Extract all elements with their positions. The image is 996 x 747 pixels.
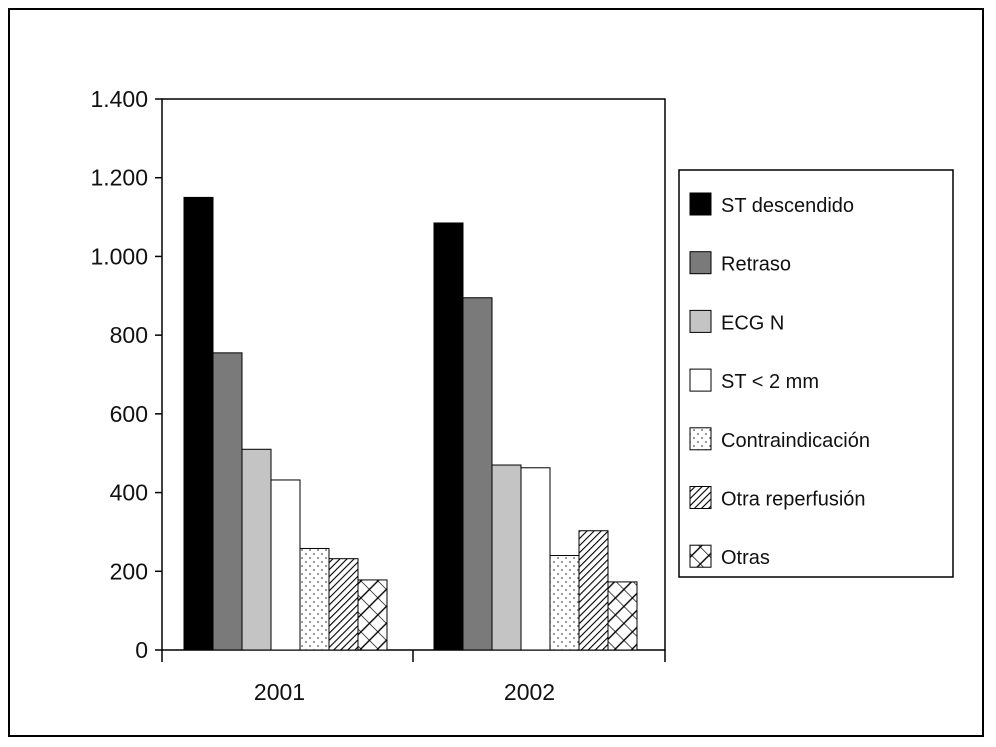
x-category-label: 2002 xyxy=(504,679,555,705)
legend-swatch xyxy=(689,309,712,333)
y-tick-label: 600 xyxy=(110,401,148,427)
legend-label: ECG N xyxy=(721,312,784,334)
bar-otra-reperfusi-n-2001 xyxy=(328,558,359,651)
bar-otras-2001 xyxy=(357,579,388,651)
x-category-label: 2001 xyxy=(254,679,305,705)
y-tick-label: 400 xyxy=(110,480,148,506)
legend-label: Contraindicación xyxy=(721,430,870,452)
y-tick-label: 1.400 xyxy=(90,86,148,112)
bar-st-descendido-2002 xyxy=(433,222,464,651)
legend-swatch xyxy=(689,486,712,509)
bar-retraso-2002 xyxy=(462,297,493,651)
y-tick-label: 1.200 xyxy=(90,165,148,191)
legend-swatch xyxy=(689,251,712,275)
y-tick-label: 0 xyxy=(135,637,148,663)
y-tick-label: 800 xyxy=(110,322,148,348)
bar-contraindicaci-n-2002 xyxy=(549,555,580,651)
legend-label: Retraso xyxy=(721,254,791,276)
bar-otras-2002 xyxy=(607,581,638,651)
legend-swatch xyxy=(689,427,712,451)
legend-label: ST < 2 mm xyxy=(721,371,819,393)
legend: ST descendido Retraso ECG N ST < 2 mm Contra… xyxy=(678,169,954,578)
plot-area: 0 200 400 600 800 1.000 1.200 1.400 2001 2002 xyxy=(90,86,666,705)
bar-st-2-mm-2002 xyxy=(520,467,551,651)
legend-swatch xyxy=(689,544,712,568)
legend-box xyxy=(678,169,954,578)
bar-ecg-n-2001 xyxy=(241,448,272,651)
y-tick-label: 200 xyxy=(110,558,148,584)
legend-swatch xyxy=(689,192,712,216)
bar-st-descendido-2001 xyxy=(183,196,214,651)
legend-swatch xyxy=(689,368,712,392)
legend-label: Otra reperfusión xyxy=(721,489,866,511)
y-tick-label: 1.000 xyxy=(90,243,148,269)
bar-otra-reperfusi-n-2002 xyxy=(578,530,609,651)
bar-contraindicaci-n-2001 xyxy=(299,547,330,651)
legend-label: ST descendido xyxy=(721,195,854,217)
bar-ecg-n-2002 xyxy=(491,464,522,651)
legend-label: Otras xyxy=(721,547,770,569)
bar-st-2-mm-2001 xyxy=(270,479,301,651)
bar-retraso-2001 xyxy=(212,352,243,651)
